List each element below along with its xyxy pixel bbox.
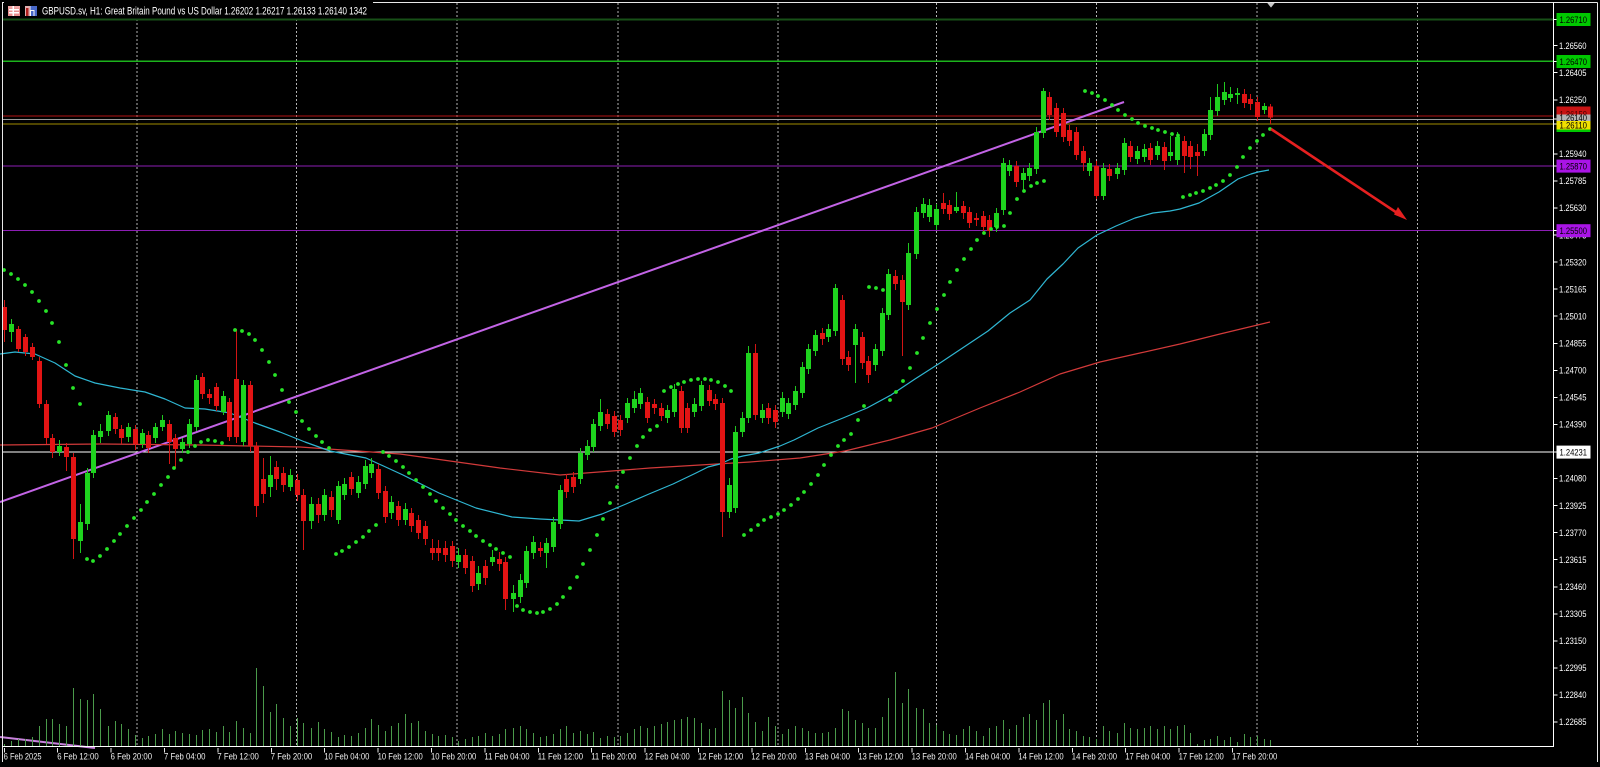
svg-text:1.25165: 1.25165 <box>1559 284 1587 295</box>
svg-text:1.23770: 1.23770 <box>1559 528 1587 539</box>
svg-text:13 Feb 12:00: 13 Feb 12:00 <box>858 752 903 763</box>
svg-text:10 Feb 12:00: 10 Feb 12:00 <box>378 752 423 763</box>
svg-text:1.25630: 1.25630 <box>1559 203 1587 214</box>
svg-text:12 Feb 20:00: 12 Feb 20:00 <box>751 752 796 763</box>
svg-text:14 Feb 20:00: 14 Feb 20:00 <box>1072 752 1117 763</box>
svg-text:1.25940: 1.25940 <box>1559 149 1587 160</box>
svg-text:11 Feb 12:00: 11 Feb 12:00 <box>538 752 583 763</box>
svg-text:1.26405: 1.26405 <box>1559 68 1587 79</box>
svg-text:1.26710: 1.26710 <box>1560 15 1588 26</box>
svg-text:7 Feb 04:00: 7 Feb 04:00 <box>164 752 205 763</box>
svg-text:1.23305: 1.23305 <box>1559 609 1587 620</box>
svg-text:1.24545: 1.24545 <box>1559 393 1587 404</box>
svg-text:1.24700: 1.24700 <box>1559 366 1587 377</box>
svg-text:1.26140: 1.26140 <box>1560 113 1588 124</box>
svg-text:1.25500: 1.25500 <box>1560 226 1588 237</box>
svg-text:10 Feb 04:00: 10 Feb 04:00 <box>324 752 369 763</box>
svg-text:17 Feb 04:00: 17 Feb 04:00 <box>1125 752 1170 763</box>
svg-text:6 Feb 12:00: 6 Feb 12:00 <box>57 752 98 763</box>
svg-text:1.22840: 1.22840 <box>1559 690 1587 701</box>
svg-text:1.23460: 1.23460 <box>1559 582 1587 593</box>
svg-text:14 Feb 12:00: 14 Feb 12:00 <box>1018 752 1063 763</box>
svg-text:7 Feb 20:00: 7 Feb 20:00 <box>271 752 312 763</box>
svg-text:1.23925: 1.23925 <box>1559 501 1587 512</box>
svg-text:1.24231: 1.24231 <box>1560 447 1588 458</box>
svg-text:1.26470: 1.26470 <box>1560 57 1588 68</box>
svg-text:6 Feb 2025: 6 Feb 2025 <box>4 752 42 763</box>
svg-text:1.25785: 1.25785 <box>1559 176 1587 187</box>
svg-text:1.25320: 1.25320 <box>1559 257 1587 268</box>
svg-text:1.24855: 1.24855 <box>1559 338 1587 349</box>
svg-text:1.23150: 1.23150 <box>1559 636 1587 647</box>
svg-text:1.26250: 1.26250 <box>1559 95 1587 106</box>
svg-text:13 Feb 20:00: 13 Feb 20:00 <box>912 752 957 763</box>
svg-text:1.25870: 1.25870 <box>1560 161 1588 172</box>
svg-text:7 Feb 12:00: 7 Feb 12:00 <box>217 752 258 763</box>
svg-text:11 Feb 20:00: 11 Feb 20:00 <box>591 752 636 763</box>
svg-text:14 Feb 04:00: 14 Feb 04:00 <box>965 752 1010 763</box>
svg-text:1.26560: 1.26560 <box>1559 41 1587 52</box>
svg-text:1.25010: 1.25010 <box>1559 311 1587 322</box>
svg-text:GBPUSD.sv, H1: Great Britain: GBPUSD.sv, H1: Great Britain Pound vs US… <box>42 6 367 18</box>
svg-text:12 Feb 04:00: 12 Feb 04:00 <box>645 752 690 763</box>
svg-text:12 Feb 12:00: 12 Feb 12:00 <box>698 752 743 763</box>
svg-text:17 Feb 12:00: 17 Feb 12:00 <box>1179 752 1224 763</box>
svg-text:1.24080: 1.24080 <box>1559 474 1587 485</box>
svg-text:1.22685: 1.22685 <box>1559 717 1587 728</box>
svg-text:1.23615: 1.23615 <box>1559 555 1587 566</box>
svg-text:10 Feb 20:00: 10 Feb 20:00 <box>431 752 476 763</box>
svg-text:1.26110: 1.26110 <box>1560 121 1588 132</box>
svg-text:11 Feb 04:00: 11 Feb 04:00 <box>484 752 529 763</box>
svg-text:17 Feb 20:00: 17 Feb 20:00 <box>1232 752 1277 763</box>
svg-text:6 Feb 20:00: 6 Feb 20:00 <box>111 752 152 763</box>
svg-text:13 Feb 04:00: 13 Feb 04:00 <box>805 752 850 763</box>
svg-text:1.24390: 1.24390 <box>1559 420 1587 431</box>
svg-text:1.22995: 1.22995 <box>1559 663 1587 674</box>
